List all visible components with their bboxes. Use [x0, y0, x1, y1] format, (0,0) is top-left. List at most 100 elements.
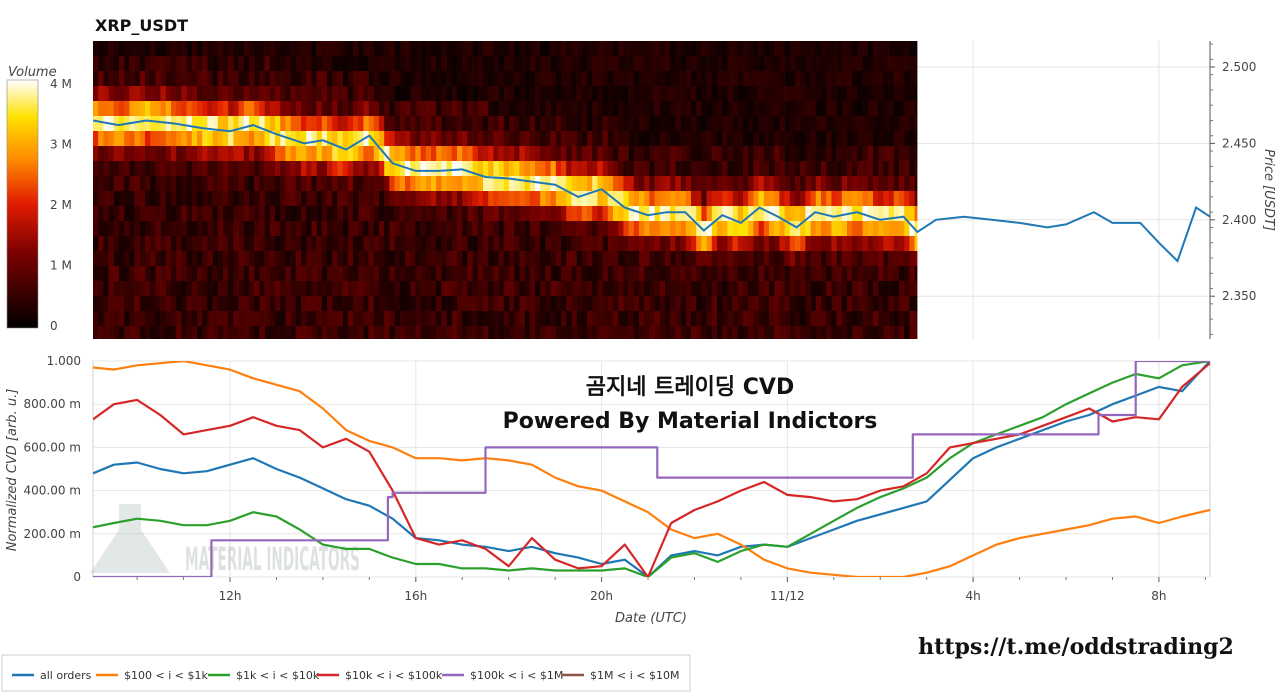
heatmap-cell: [477, 206, 484, 222]
heatmap-cell: [654, 251, 661, 267]
heatmap-cell: [171, 281, 177, 297]
heatmap-cell: [763, 206, 770, 222]
heatmap-cell: [675, 326, 681, 339]
heatmap-cell: [207, 221, 213, 237]
heatmap-cell: [545, 86, 551, 102]
heatmap-cell: [878, 191, 884, 207]
heatmap-cell: [353, 146, 359, 162]
heatmap-cell: [893, 116, 900, 132]
heatmap-cell: [316, 86, 323, 102]
heatmap-cell: [602, 146, 609, 162]
heatmap-cell: [769, 191, 775, 207]
heatmap-cell: [696, 281, 702, 297]
heatmap-cell: [873, 236, 879, 252]
heatmap-cell: [789, 56, 796, 72]
heatmap-cell: [171, 251, 177, 267]
heatmap-cell: [602, 116, 609, 132]
heatmap-cell: [425, 206, 432, 222]
heatmap-cell: [129, 311, 135, 327]
heatmap-cell: [389, 176, 395, 192]
heatmap-cell: [639, 296, 645, 312]
heatmap-cell: [93, 251, 99, 267]
heatmap-cell: [337, 191, 343, 207]
heatmap-cell: [555, 86, 562, 102]
heatmap-cell: [748, 266, 754, 282]
heatmap-cell: [436, 221, 442, 237]
heatmap-cell: [774, 236, 780, 252]
heatmap-cell: [878, 86, 884, 102]
heatmap-cell: [498, 101, 505, 117]
heatmap-cell: [134, 86, 141, 102]
heatmap-cell: [691, 326, 697, 339]
heatmap-cell: [550, 71, 557, 87]
heatmap-cell: [337, 101, 343, 117]
heatmap-cell: [269, 41, 276, 57]
heatmap-cell: [384, 131, 390, 147]
heatmap-cell: [847, 56, 853, 72]
heatmap-cell: [171, 86, 177, 102]
heatmap-cell: [566, 281, 572, 297]
heatmap-cell: [514, 221, 520, 237]
heatmap-cell: [498, 146, 505, 162]
legend-label: $100k < i < $1M: [470, 669, 563, 682]
heatmap-cell: [103, 146, 109, 162]
heatmap-cell: [290, 71, 297, 87]
heatmap-cell: [483, 131, 489, 147]
heatmap-cell: [269, 281, 276, 297]
colorbar: [6, 79, 39, 329]
heatmap-cell: [467, 131, 473, 147]
heatmap-cell: [763, 146, 770, 162]
heatmap-cell: [129, 281, 135, 297]
heatmap-cell: [841, 326, 848, 339]
heatmap-cell: [815, 41, 822, 57]
heatmap-cell: [665, 116, 671, 132]
heatmap-cell: [446, 116, 453, 132]
heatmap-cell: [576, 296, 583, 312]
heatmap-cell: [280, 221, 286, 237]
heatmap-cell: [493, 56, 499, 72]
heatmap-cell: [800, 296, 806, 312]
heatmap-cell: [607, 56, 614, 72]
heatmap-cell: [488, 131, 494, 147]
heatmap-cell: [436, 296, 442, 312]
heatmap-cell: [774, 41, 780, 57]
heatmap-cell: [243, 221, 250, 237]
heatmap-cell: [857, 221, 863, 237]
heatmap-cell: [670, 191, 676, 207]
heatmap-cell: [399, 221, 406, 237]
heatmap-cell: [618, 251, 624, 267]
heatmap-cell: [795, 251, 801, 267]
heatmap-cell: [587, 101, 593, 117]
heatmap-cell: [753, 146, 759, 162]
heatmap-cell: [519, 56, 525, 72]
heatmap-cell: [748, 56, 754, 72]
heatmap-cell: [701, 146, 707, 162]
heatmap-cell: [186, 236, 193, 252]
heatmap-cell: [769, 56, 775, 72]
heatmap-cell: [831, 251, 837, 267]
heatmap-cell: [347, 41, 354, 57]
heatmap-cell: [628, 86, 635, 102]
heatmap-cell: [722, 296, 728, 312]
heatmap-cell: [592, 161, 598, 177]
heatmap-cell: [202, 56, 208, 72]
heatmap-cell: [160, 161, 167, 177]
heatmap-cell: [316, 206, 323, 222]
heatmap-cell: [498, 176, 505, 192]
telegram-link[interactable]: https://t.me/oddstrading2: [918, 634, 1234, 660]
heatmap-cell: [275, 281, 281, 297]
heatmap-cell: [893, 266, 900, 282]
heatmap-cell: [706, 41, 713, 57]
heatmap-cell: [763, 236, 770, 252]
legend-label: $10k < i < $100k: [345, 669, 443, 682]
heatmap-cell: [914, 206, 918, 222]
heatmap-cell: [306, 266, 312, 282]
heatmap-cell: [108, 86, 115, 102]
heatmap-cell: [254, 296, 260, 312]
heatmap-cell: [899, 251, 905, 267]
heatmap-cell: [540, 101, 546, 117]
heatmap-cell: [623, 161, 629, 177]
heatmap-cell: [301, 221, 307, 237]
heatmap-cell: [628, 131, 635, 147]
heatmap-cell: [509, 206, 515, 222]
